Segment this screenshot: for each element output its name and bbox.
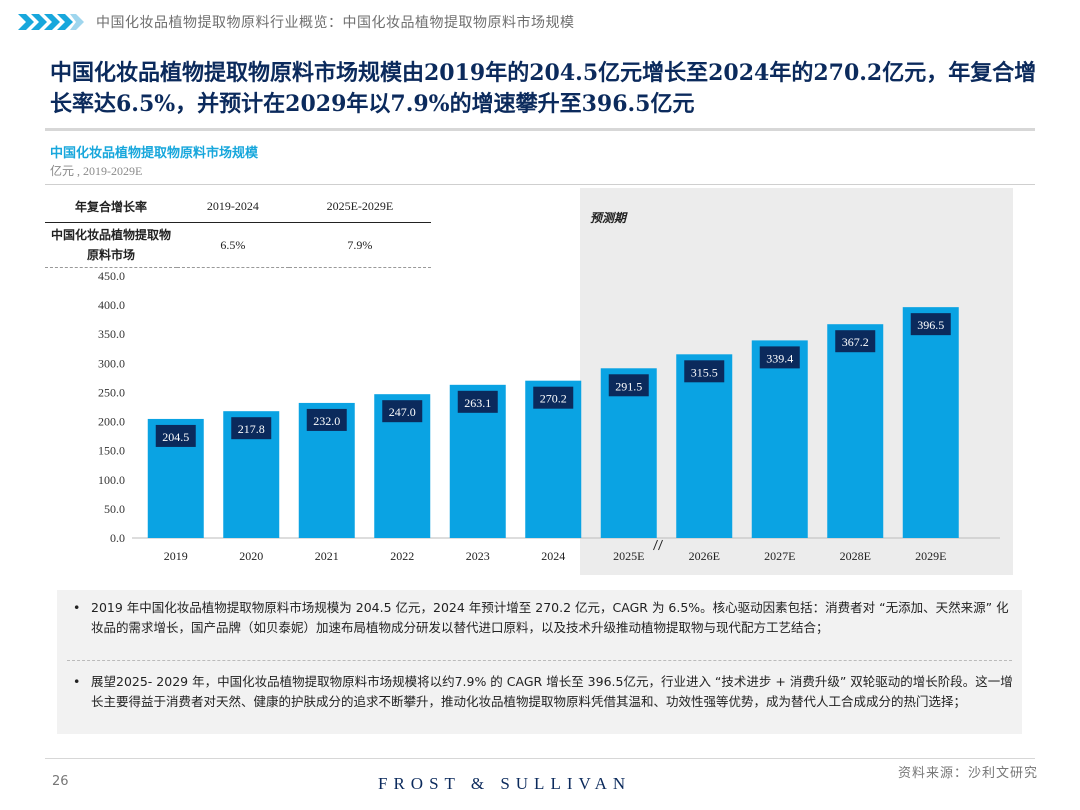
bar-value-label: 247.0 [389, 405, 416, 419]
bar-value-box [306, 408, 347, 431]
x-tick-label: 2023 [466, 549, 490, 563]
bullet-icon: • [73, 674, 81, 689]
bar [827, 324, 884, 538]
x-tick-label: 2028E [840, 549, 871, 563]
y-tick-label: 100.0 [98, 473, 125, 487]
x-tick-label: 2026E [689, 549, 720, 563]
bar-value-box [759, 346, 800, 369]
cagr-value: 6.5% [177, 222, 289, 268]
bar-value-label: 396.5 [917, 318, 944, 332]
bar-value-label: 367.2 [842, 335, 869, 349]
x-tick-label: 2022 [390, 549, 414, 563]
y-tick-label: 350.0 [98, 327, 125, 341]
y-tick-label: 150.0 [98, 444, 125, 458]
bar-value-box [155, 424, 196, 447]
y-tick-label: 50.0 [104, 502, 125, 516]
bar-value-label: 204.5 [162, 430, 189, 444]
bar [676, 354, 733, 538]
bar-value-box [533, 386, 574, 409]
x-tick-label: 2025E [613, 549, 644, 563]
bar-chart: 预测期 0.0 50.0 100.0 150.0 200.0 250.0 300.0 350.0… [98, 188, 1013, 575]
y-tick-label: 450.0 [98, 269, 125, 283]
chart-divider [45, 184, 1035, 185]
bar-value-label: 339.4 [766, 351, 793, 365]
cagr-header: 2019-2024 [177, 190, 289, 223]
commentary-item: • 2019 年中国化妆品植物提取物原料市场规模为 204.5 亿元，2024 … [73, 600, 1009, 635]
chevron-arrows-icon [18, 14, 84, 30]
y-tick-label: 400.0 [98, 298, 125, 312]
x-tick-label: 2027E [764, 549, 795, 563]
bar-value-label: 291.5 [615, 379, 642, 393]
x-tick-label: 2024 [541, 549, 565, 563]
bar-value-label: 315.5 [691, 365, 718, 379]
bar [600, 368, 657, 538]
cagr-header: 年复合增长率 [45, 190, 177, 223]
bar-value-label: 263.1 [464, 396, 491, 410]
bar [902, 307, 959, 538]
page-number: 26 [52, 774, 69, 789]
bar-value-label: 270.2 [540, 392, 567, 406]
title-divider [45, 128, 1035, 131]
bullet-icon: • [73, 600, 81, 615]
brand-logo: FROST & SULLIVAN [378, 774, 632, 793]
x-tick-label: 2021 [315, 549, 339, 563]
x-tick-label: 2029E [915, 549, 946, 563]
y-tick-label: 300.0 [98, 356, 125, 370]
bar-value-box [835, 330, 876, 353]
cagr-header-row: 年复合增长率 2019-2024 2025E-2029E [45, 190, 431, 223]
commentary-box: • 2019 年中国化妆品植物提取物原料市场规模为 204.5 亿元，2024 … [57, 590, 1022, 734]
cagr-table: 年复合增长率 2019-2024 2025E-2029E 中国化妆品植物提取物原… [45, 190, 431, 268]
bar-value-label: 232.0 [313, 414, 340, 428]
cagr-header: 2025E-2029E [288, 190, 431, 223]
axis-break-mark [653, 539, 658, 551]
breadcrumb: 中国化妆品植物提取物原料行业概览：中国化妆品植物提取物原料市场规模 [96, 15, 575, 31]
y-tick-label: 0.0 [110, 531, 125, 545]
axis-break-mark [658, 539, 663, 551]
cagr-row-label: 中国化妆品植物提取物原料市场 [45, 222, 177, 268]
x-tick-label: 2020 [239, 549, 263, 563]
page-title: 中国化妆品植物提取物原料市场规模由2019年的204.5亿元增长至2024年的2… [50, 60, 1037, 117]
bar-value-box [684, 360, 725, 383]
chart-title: 中国化妆品植物提取物原料市场规模 [50, 146, 259, 161]
forecast-label: 预测期 [590, 211, 628, 225]
commentary-divider [67, 660, 1012, 661]
bar-value-box [382, 400, 423, 423]
commentary-item: • 展望2025- 2029 年，中国化妆品植物提取物原料市场规模将以约7.9%… [73, 674, 1013, 709]
y-tick-label: 200.0 [98, 415, 125, 429]
source-note: 资料来源：沙利文研究 [897, 766, 1038, 781]
y-tick-label: 250.0 [98, 385, 125, 399]
chart-subtitle: 亿元 , 2019-2029E [50, 164, 143, 178]
bar-value-box [457, 390, 498, 413]
bar-value-box [910, 313, 951, 336]
cagr-value: 7.9% [288, 222, 431, 268]
x-tick-label: 2019 [164, 549, 188, 563]
bar-value-box [231, 417, 272, 440]
bar-value-label: 217.8 [238, 422, 265, 436]
bar [751, 340, 808, 538]
footer-divider [45, 758, 1035, 759]
bar-value-box [608, 374, 649, 397]
cagr-data-row: 中国化妆品植物提取物原料市场 6.5% 7.9% [45, 222, 431, 268]
